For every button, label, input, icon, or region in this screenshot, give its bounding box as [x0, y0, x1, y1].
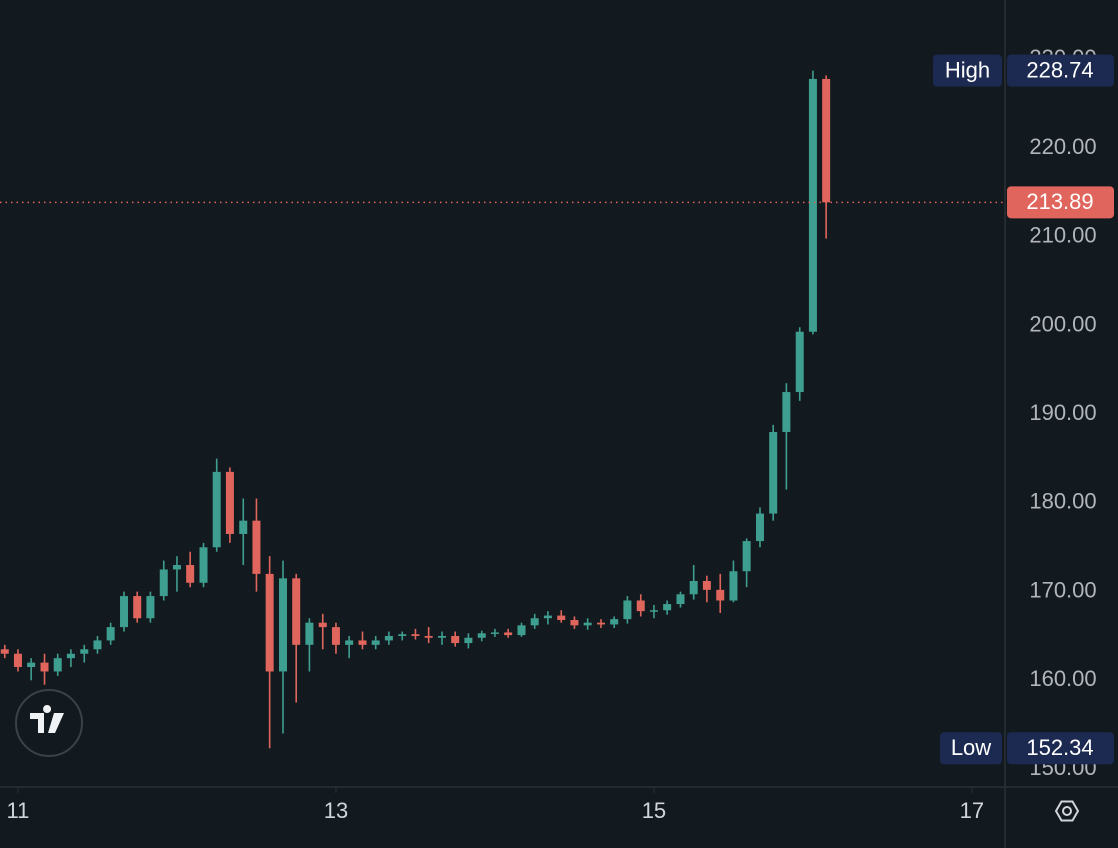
- candle-body: [384, 635, 393, 641]
- candle-body: [610, 619, 619, 625]
- x-tick-label: 17: [960, 798, 984, 823]
- candle-body: [636, 600, 645, 612]
- badge-name: Low: [951, 735, 991, 760]
- y-tick-label: 170.00: [1029, 577, 1096, 602]
- y-tick-label: 190.00: [1029, 400, 1096, 425]
- badge-name-bg: [933, 54, 1002, 87]
- x-tick-label: 13: [324, 798, 348, 823]
- candle-body: [504, 632, 513, 636]
- candle-body: [252, 520, 261, 574]
- candle-body: [663, 604, 672, 611]
- candle-body: [212, 471, 221, 548]
- badge-value-bg: [1007, 732, 1114, 765]
- candles: [0, 70, 831, 749]
- candle-body: [517, 625, 526, 636]
- candle-body: [305, 622, 314, 645]
- candle-body: [649, 610, 658, 612]
- candle-body: [53, 658, 62, 672]
- candle-body: [186, 565, 195, 583]
- badges: 213.89 High 228.74 Low 152.34: [933, 54, 1114, 765]
- candle-body: [530, 618, 539, 626]
- candle-body: [689, 580, 698, 595]
- candle-body: [265, 573, 274, 672]
- candle-body: [557, 615, 566, 621]
- candle-body: [133, 596, 142, 619]
- candle-body: [702, 580, 711, 590]
- candle-body: [755, 513, 764, 542]
- candle-body: [358, 640, 367, 645]
- candle-body: [106, 627, 115, 641]
- candle-body: [292, 578, 301, 645]
- candle-body: [570, 620, 579, 626]
- badge-value: 228.74: [1026, 57, 1093, 82]
- last-price-label: 213.89: [1026, 189, 1093, 214]
- candle-body: [0, 649, 9, 654]
- candle-body: [716, 589, 725, 601]
- y-tick-label: 220.00: [1029, 134, 1096, 159]
- candle-body: [66, 653, 75, 659]
- last-price-badge: [1007, 186, 1114, 219]
- candle-body: [822, 78, 831, 203]
- y-tick-label: 210.00: [1029, 223, 1096, 248]
- candle-body: [411, 634, 420, 636]
- candle-body: [782, 392, 791, 432]
- candle-body: [371, 640, 380, 645]
- candle-body: [146, 596, 155, 619]
- candle-body: [477, 633, 486, 638]
- y-tick-label: 180.00: [1029, 489, 1096, 514]
- candle-body: [80, 649, 89, 654]
- candle-body: [279, 578, 288, 672]
- candle-body: [583, 622, 592, 626]
- x-tick-label: 11: [7, 798, 30, 823]
- badge-value-bg: [1007, 54, 1114, 87]
- candle-body: [623, 600, 632, 620]
- tradingview-logo[interactable]: [15, 689, 83, 757]
- candle-body: [795, 331, 804, 393]
- candle-body: [13, 653, 22, 668]
- candle-body: [769, 431, 778, 514]
- candle-body: [345, 640, 354, 645]
- candle-body: [808, 78, 817, 332]
- candle-body: [225, 471, 234, 534]
- candle-body: [451, 635, 460, 644]
- candle-body: [120, 596, 129, 628]
- candle-body: [729, 571, 738, 601]
- candle-body: [40, 662, 49, 672]
- candle-body: [596, 622, 605, 625]
- candle-body: [93, 640, 102, 650]
- candle-body: [318, 622, 327, 628]
- candle-body: [438, 635, 447, 638]
- candle-body: [424, 635, 433, 638]
- candle-body: [172, 565, 181, 570]
- candle-body: [199, 547, 208, 583]
- candle-body: [543, 615, 552, 619]
- badge-value: 152.34: [1026, 735, 1093, 760]
- badge-name-bg: [940, 732, 1002, 765]
- settings-button[interactable]: [1054, 800, 1080, 822]
- candle-body: [464, 637, 473, 644]
- candle-body: [742, 541, 751, 572]
- candle-body: [676, 594, 685, 605]
- candle-body: [239, 520, 248, 534]
- candle-body: [398, 634, 407, 636]
- y-tick-label: 200.00: [1029, 311, 1096, 336]
- x-tick-label: 15: [642, 798, 666, 823]
- y-tick-label: 160.00: [1029, 666, 1096, 691]
- badge-name: High: [945, 57, 990, 82]
- candle-body: [490, 632, 499, 634]
- candle-body: [27, 662, 36, 668]
- candle-body: [159, 569, 168, 597]
- candle-body: [331, 627, 340, 645]
